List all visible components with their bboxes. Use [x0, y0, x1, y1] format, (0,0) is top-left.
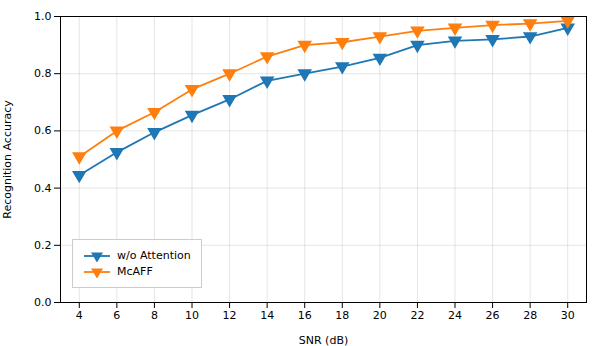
svg-text:18: 18	[335, 309, 349, 322]
svg-text:28: 28	[523, 309, 537, 322]
html-text:McAFF: McAFF	[117, 265, 153, 278]
html-text:w/o Attention: w/o Attention	[117, 249, 191, 262]
svg-text:20: 20	[373, 309, 387, 322]
svg-text:1.0: 1.0	[34, 10, 52, 23]
svg-text:24: 24	[448, 309, 462, 322]
svg-text:12: 12	[223, 309, 237, 322]
svg-text:30: 30	[561, 309, 575, 322]
svg-text:0.6: 0.6	[34, 124, 52, 137]
svg-text:0.0: 0.0	[34, 296, 52, 309]
svg-text:8: 8	[151, 309, 158, 322]
svg-text:26: 26	[486, 309, 500, 322]
svg-text:16: 16	[298, 309, 312, 322]
svg-text:SNR (dB): SNR (dB)	[299, 334, 348, 346]
svg-text:10: 10	[185, 309, 199, 322]
svg-text:22: 22	[410, 309, 424, 322]
svg-text:0.8: 0.8	[34, 67, 52, 80]
svg-text:6: 6	[113, 309, 120, 322]
svg-text:Recognition Accuracy: Recognition Accuracy	[1, 100, 14, 219]
svg-text:0.4: 0.4	[34, 182, 52, 195]
svg-text:14: 14	[260, 309, 274, 322]
svg-text:0.2: 0.2	[34, 239, 52, 252]
svg-text:4: 4	[76, 309, 83, 322]
